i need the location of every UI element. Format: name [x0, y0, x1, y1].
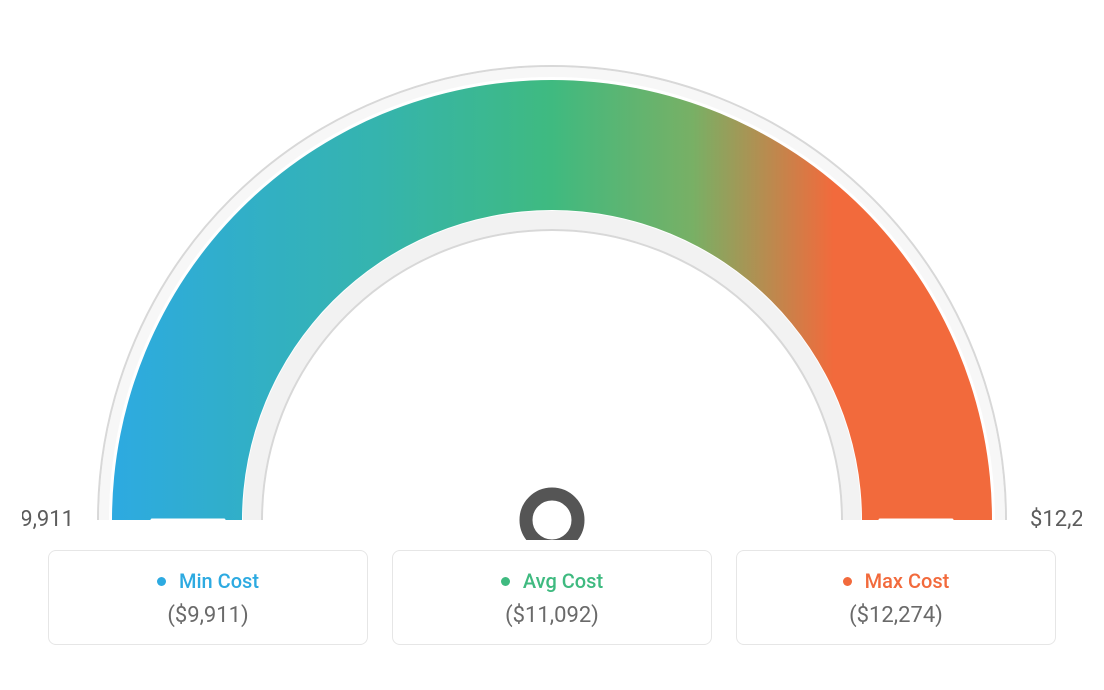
legend-card-min: Min Cost ($9,911)	[48, 550, 368, 645]
legend-title-max: Max Cost	[737, 569, 1055, 593]
legend-value-min: ($9,911)	[49, 603, 367, 628]
gauge-chart: $9,911$10,206$10,501$11,092$11,486$11,88…	[22, 20, 1082, 540]
legend-card-avg: Avg Cost ($11,092)	[392, 550, 712, 645]
gauge-hub	[526, 494, 578, 540]
gauge-scale-label: $12,274	[1030, 507, 1082, 532]
legend-value-avg: ($11,092)	[393, 603, 711, 628]
legend-value-max: ($12,274)	[737, 603, 1055, 628]
legend-title-text: Min Cost	[179, 569, 259, 593]
gauge-svg: $9,911$10,206$10,501$11,092$11,486$11,88…	[22, 20, 1082, 540]
legend-title-text: Avg Cost	[523, 569, 603, 593]
dot-icon	[157, 577, 166, 586]
gauge-scale-label: $9,911	[22, 507, 74, 532]
legend-title-min: Min Cost	[49, 569, 367, 593]
dot-icon	[843, 577, 852, 586]
legend-title-text: Max Cost	[865, 569, 950, 593]
legend-row: Min Cost ($9,911) Avg Cost ($11,092) Max…	[20, 550, 1084, 645]
legend-card-max: Max Cost ($12,274)	[736, 550, 1056, 645]
legend-title-avg: Avg Cost	[393, 569, 711, 593]
dot-icon	[501, 577, 510, 586]
